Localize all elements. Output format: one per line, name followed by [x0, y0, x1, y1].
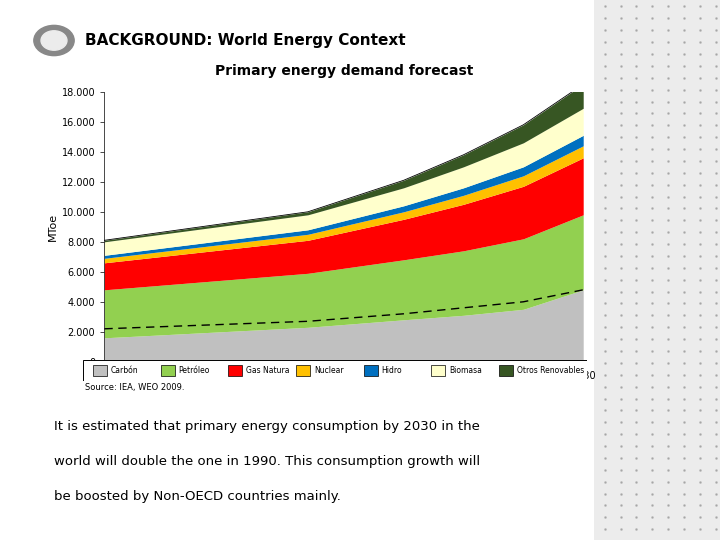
Y-axis label: MToe: MToe	[48, 213, 58, 241]
Text: be boosted by Non-OECD countries mainly.: be boosted by Non-OECD countries mainly.	[54, 490, 341, 503]
FancyBboxPatch shape	[161, 365, 175, 376]
Text: Hidro: Hidro	[382, 366, 402, 375]
Text: Petróleo: Petróleo	[179, 366, 210, 375]
Text: Primary energy demand forecast: Primary energy demand forecast	[215, 64, 473, 78]
Text: Gas Natura: Gas Natura	[246, 366, 290, 375]
FancyBboxPatch shape	[499, 365, 513, 376]
FancyBboxPatch shape	[83, 360, 587, 381]
Circle shape	[41, 31, 67, 50]
Text: It is estimated that primary energy consumption by 2030 in the: It is estimated that primary energy cons…	[54, 420, 480, 433]
Text: world will double the one in 1990. This consumption growth will: world will double the one in 1990. This …	[54, 455, 480, 468]
Text: BACKGROUND: World Energy Context: BACKGROUND: World Energy Context	[85, 33, 405, 48]
FancyBboxPatch shape	[93, 365, 107, 376]
FancyBboxPatch shape	[0, 0, 594, 540]
FancyBboxPatch shape	[228, 365, 243, 376]
Text: Nuclear: Nuclear	[314, 366, 343, 375]
FancyBboxPatch shape	[296, 365, 310, 376]
Text: Otros Renovables: Otros Renovables	[517, 366, 585, 375]
Circle shape	[34, 25, 74, 56]
FancyBboxPatch shape	[431, 365, 446, 376]
Text: Biomasa: Biomasa	[449, 366, 482, 375]
Text: Source: IEA, WEO 2009.: Source: IEA, WEO 2009.	[85, 383, 184, 393]
Text: Carbón: Carbón	[111, 366, 139, 375]
FancyBboxPatch shape	[364, 365, 378, 376]
